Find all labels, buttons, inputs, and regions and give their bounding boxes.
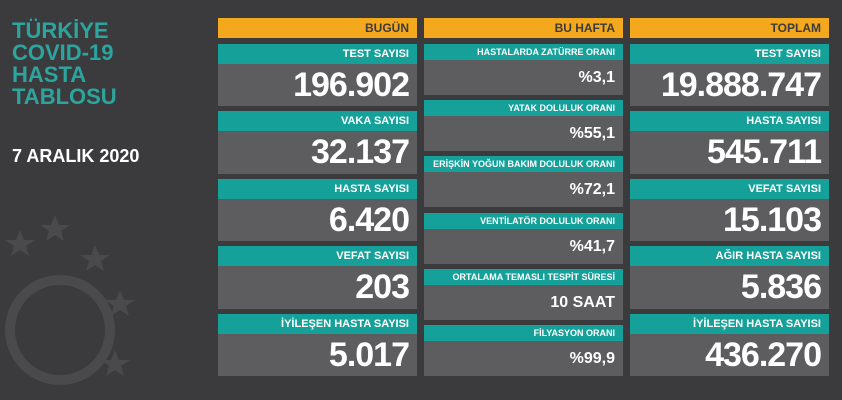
stat-label: İYİLEŞEN HASTA SAYISI (630, 313, 829, 334)
stat-label: İYİLEŞEN HASTA SAYISI (218, 313, 417, 334)
title-line: HASTA (12, 62, 87, 87)
title-line: TABLOSU (12, 84, 117, 109)
title: TÜRKİYE COVID-19 HASTA TABLOSU (12, 20, 117, 108)
date: 7 ARALIK 2020 (12, 146, 140, 166)
stat-value: 19.888.747 (660, 66, 822, 104)
stat-value: 5.836 (740, 268, 822, 307)
stat-label: HASTALARDA ZATÜRRE ORANI (424, 44, 623, 60)
stat-label: ERİŞKİN YOĞUN BAKIM DOLULUK ORANI (424, 156, 623, 173)
stat-label: TEST SAYISI (630, 44, 829, 64)
stat-value: 10 SAAT (550, 293, 615, 311)
title-line: COVID-19 (12, 40, 114, 65)
stat-value: %72,1 (569, 181, 615, 199)
stat-value: 545.711 (706, 133, 822, 172)
stat-label: FİLYASYON ORANI (424, 324, 623, 341)
column-header: BU HAFTA (424, 18, 623, 38)
stat-label: VAKA SAYISI (218, 111, 417, 132)
column-header: BUGÜN (218, 18, 417, 38)
stat-label: HASTA SAYISI (630, 111, 829, 132)
stat-value: 15.103 (723, 200, 822, 239)
stat-value: %99,9 (569, 349, 615, 367)
stat-label: YATAK DOLULUK ORANI (424, 100, 623, 117)
stat-value: 5.017 (328, 335, 410, 374)
stat-value: 6.420 (328, 200, 410, 239)
stat-label: VEFAT SAYISI (218, 246, 417, 267)
stat-value: 196.902 (293, 66, 410, 104)
stat-value: 436.270 (705, 335, 822, 374)
stat-label: VENTİLATÖR DOLULUK ORANI (424, 212, 623, 229)
title-line: TÜRKİYE (12, 18, 109, 43)
stat-value: 32.137 (311, 133, 410, 172)
stat-value: %3,1 (578, 69, 615, 86)
stat-value: %41,7 (569, 237, 615, 255)
emblem (5, 215, 135, 385)
stat-label: HASTA SAYISI (218, 178, 417, 199)
stat-value: %55,1 (569, 125, 615, 143)
stat-label: AĞIR HASTA SAYISI (630, 246, 829, 267)
stat-label: TEST SAYISI (218, 44, 417, 64)
stat-value: 203 (355, 268, 410, 307)
stat-label: VEFAT SAYISI (630, 178, 829, 199)
column-header: TOPLAM (630, 18, 829, 38)
stat-label: ORTALAMA TEMASLI TESPİT SÜRESİ (424, 268, 623, 285)
